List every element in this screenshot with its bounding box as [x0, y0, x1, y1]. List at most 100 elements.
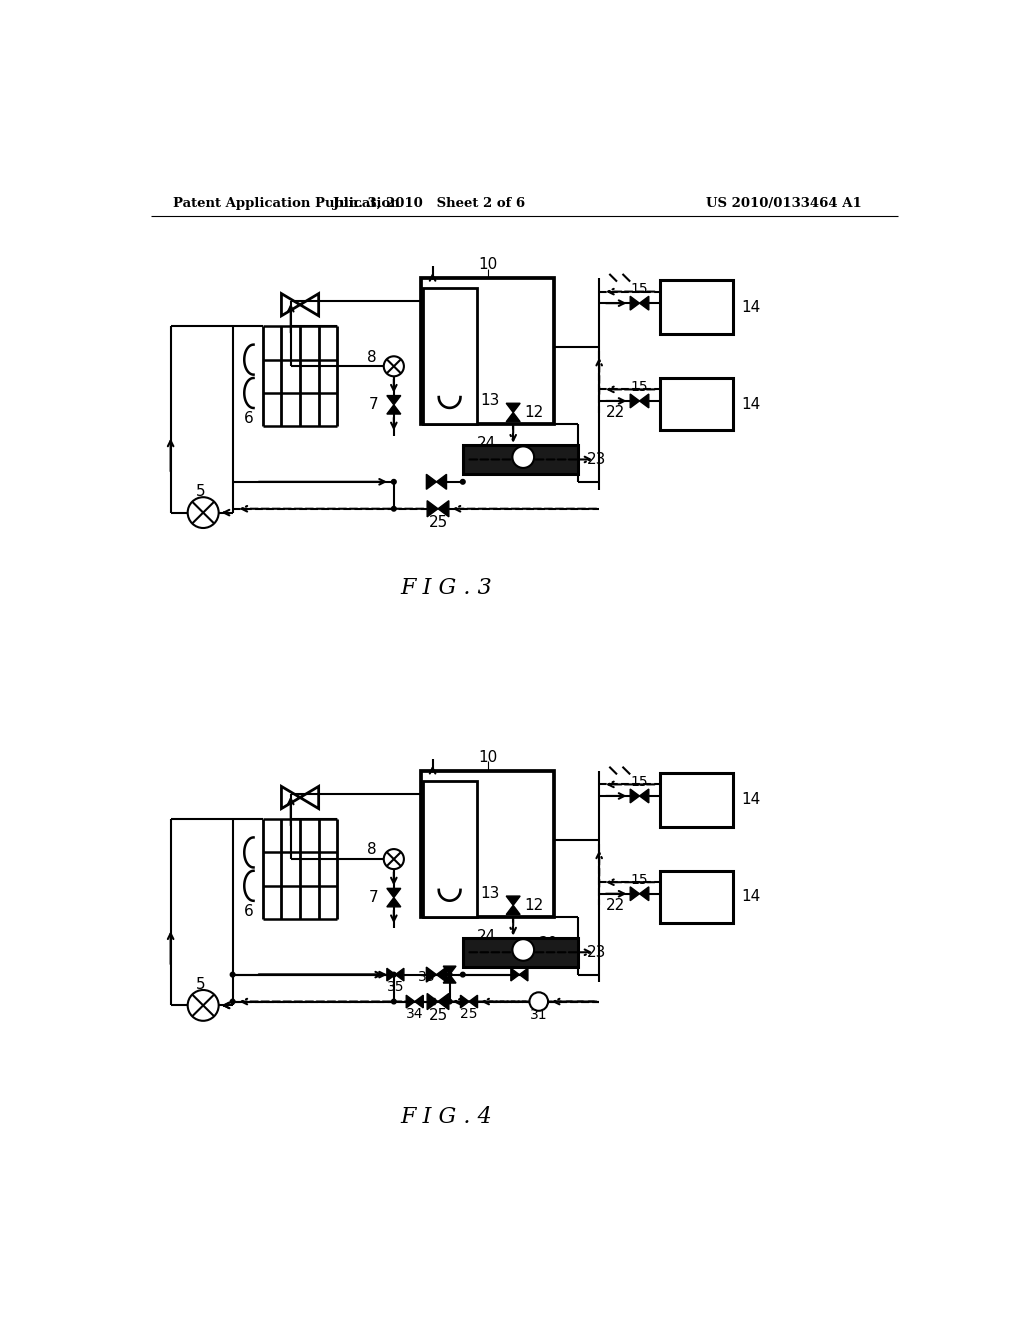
Text: US 2010/0133464 A1: US 2010/0133464 A1 [707, 197, 862, 210]
Polygon shape [630, 296, 640, 310]
Text: 20: 20 [539, 936, 558, 952]
Text: 32: 32 [523, 954, 541, 968]
Text: 14: 14 [741, 890, 761, 904]
Text: 24: 24 [476, 928, 496, 944]
Polygon shape [426, 968, 436, 982]
Bar [659, 871, 732, 923]
Polygon shape [387, 969, 395, 981]
Polygon shape [415, 995, 423, 1008]
Text: 31: 31 [530, 1008, 548, 1023]
Text: 10: 10 [478, 750, 498, 766]
Circle shape [512, 940, 535, 961]
Bar [659, 378, 732, 430]
Text: F I G . 3: F I G . 3 [400, 577, 492, 599]
Polygon shape [438, 500, 449, 517]
Polygon shape [443, 974, 456, 983]
Text: Jun. 3, 2010   Sheet 2 of 6: Jun. 3, 2010 Sheet 2 of 6 [333, 197, 524, 210]
Polygon shape [436, 968, 446, 982]
Bar [659, 774, 732, 826]
Text: 15: 15 [631, 282, 648, 296]
Bar [423, 780, 477, 917]
Text: 5: 5 [196, 484, 206, 499]
Polygon shape [506, 896, 520, 906]
Circle shape [391, 999, 396, 1005]
Circle shape [461, 973, 465, 977]
Bar [463, 937, 578, 966]
Polygon shape [519, 969, 528, 981]
Text: 22: 22 [605, 405, 625, 420]
Circle shape [391, 479, 396, 484]
Bar [421, 771, 554, 917]
Text: 20: 20 [539, 444, 558, 458]
Bar [659, 280, 732, 334]
Text: 12: 12 [524, 898, 544, 913]
Text: F I G . 4: F I G . 4 [400, 1106, 492, 1129]
Text: 14: 14 [741, 300, 761, 314]
Polygon shape [387, 888, 400, 898]
Text: 15: 15 [631, 775, 648, 789]
Polygon shape [427, 994, 438, 1010]
Circle shape [384, 849, 403, 869]
Polygon shape [630, 887, 640, 900]
Circle shape [391, 973, 396, 977]
Polygon shape [387, 405, 400, 414]
Polygon shape [630, 395, 640, 408]
Polygon shape [426, 474, 436, 490]
Polygon shape [427, 500, 438, 517]
Bar [463, 445, 578, 474]
Polygon shape [640, 789, 649, 803]
Bar [423, 288, 477, 424]
Polygon shape [407, 995, 415, 1008]
Polygon shape [506, 404, 520, 412]
Circle shape [447, 973, 452, 977]
Text: 8: 8 [368, 350, 377, 364]
Text: 15: 15 [631, 380, 648, 395]
Text: 23: 23 [587, 451, 606, 467]
Circle shape [230, 999, 234, 1005]
Text: 22: 22 [605, 898, 625, 913]
Polygon shape [640, 296, 649, 310]
Text: 7: 7 [369, 397, 378, 412]
Text: 12: 12 [524, 405, 544, 420]
Circle shape [187, 498, 219, 528]
Circle shape [230, 973, 234, 977]
Polygon shape [387, 898, 400, 907]
Text: 10: 10 [478, 257, 498, 272]
Text: 8: 8 [368, 842, 377, 858]
Text: 23: 23 [587, 945, 606, 960]
Polygon shape [506, 412, 520, 422]
Text: 13: 13 [480, 393, 500, 408]
Bar [421, 277, 554, 424]
Polygon shape [443, 966, 456, 974]
Text: 14: 14 [741, 792, 761, 808]
Polygon shape [436, 474, 446, 490]
Circle shape [447, 999, 452, 1005]
Text: 7: 7 [369, 890, 378, 906]
Text: 5: 5 [196, 977, 206, 993]
Text: Patent Application Publication: Patent Application Publication [173, 197, 399, 210]
Text: 25: 25 [428, 1008, 447, 1023]
Text: 34: 34 [406, 1007, 424, 1020]
Polygon shape [630, 789, 640, 803]
Polygon shape [387, 396, 400, 405]
Circle shape [187, 990, 219, 1020]
Text: 25: 25 [460, 1007, 478, 1020]
Text: 13: 13 [480, 886, 500, 902]
Circle shape [391, 507, 396, 511]
Text: 33: 33 [418, 970, 435, 983]
Polygon shape [469, 995, 477, 1008]
Polygon shape [640, 395, 649, 408]
Text: 35: 35 [387, 979, 404, 994]
Circle shape [512, 446, 535, 469]
Polygon shape [506, 906, 520, 915]
Circle shape [529, 993, 548, 1011]
Polygon shape [640, 887, 649, 900]
Text: 15: 15 [631, 873, 648, 887]
Text: 6: 6 [244, 411, 254, 426]
Polygon shape [461, 995, 469, 1008]
Text: 25: 25 [428, 515, 447, 531]
Polygon shape [511, 969, 519, 981]
Circle shape [384, 356, 403, 376]
Text: 6: 6 [244, 904, 254, 919]
Text: 14: 14 [741, 396, 761, 412]
